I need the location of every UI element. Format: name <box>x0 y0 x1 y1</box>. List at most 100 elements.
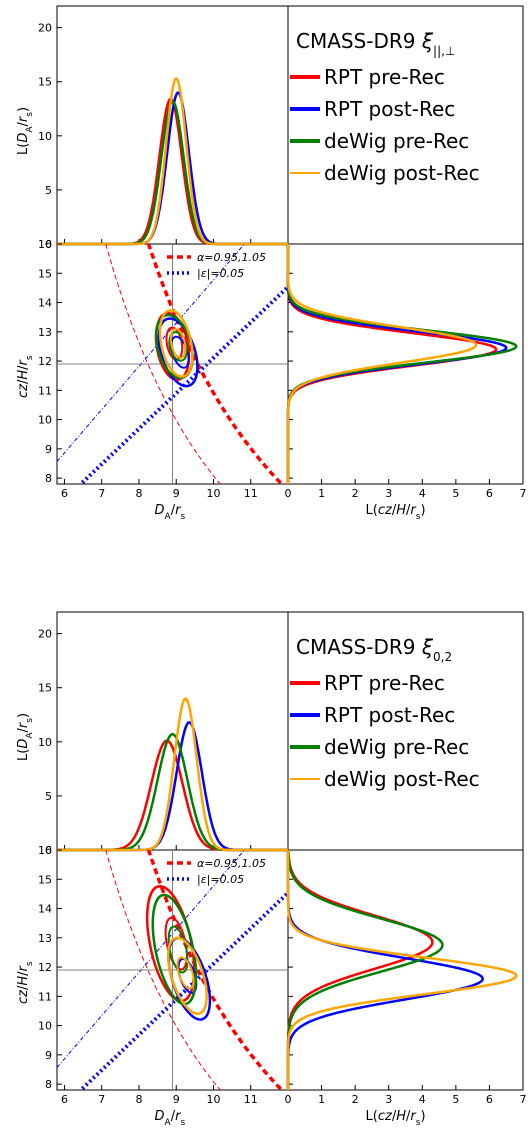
main-ytick-label: 10 <box>38 414 52 427</box>
top-ytick-label: 20 <box>38 22 52 35</box>
right-curve-dewig_pre <box>286 244 518 484</box>
main-xlabel: DA/rs <box>155 503 186 522</box>
top-curve-dewig_pre <box>57 99 288 246</box>
contour-outer-dewig_post <box>166 936 208 1015</box>
main-xlabel: DA/rs <box>155 1109 186 1128</box>
legend-title-subscript: ||,⊥ <box>433 44 455 58</box>
right-xtick-label: 5 <box>452 487 459 500</box>
legend-label-rpt_pre: RPT pre-Rec <box>324 65 445 89</box>
main-ytick-label: 8 <box>45 1078 52 1091</box>
contour-outer-dewig_post <box>158 309 194 378</box>
right-curve-rpt_pre <box>286 849 434 1090</box>
main-ytick-label: 14 <box>38 903 52 916</box>
right-curve-dewig_pre <box>286 849 444 1090</box>
right-xtick-label: 3 <box>385 487 392 500</box>
legend-title-main: CMASS-DR9 <box>296 635 422 659</box>
small-legend-alpha-label: α=0.95,1.05 <box>197 251 266 264</box>
legend-title-subscript: 0,2 <box>433 650 452 664</box>
top-ytick-label: 0 <box>45 238 52 251</box>
top-ytick-label: 5 <box>45 790 52 803</box>
right-curve-dewig_post <box>286 244 478 484</box>
main-ytick-label: 11 <box>38 384 52 397</box>
right-xtick-label: 4 <box>419 1093 426 1106</box>
main-xtick-label: 10 <box>206 487 220 500</box>
epsilon-line-eps-thick <box>77 891 288 1090</box>
main-ylabel: cz/H/rs <box>16 961 35 1004</box>
legend-label-rpt_pre: RPT pre-Rec <box>324 671 445 695</box>
main-xtick-label: 11 <box>244 487 258 500</box>
main-ytick-label: 13 <box>38 326 52 339</box>
main-ytick-label: 8 <box>45 472 52 485</box>
main-xtick-label: 6 <box>61 1093 68 1106</box>
legend-title-symbol: ξ <box>421 635 434 659</box>
contour-inner-dewig_post <box>169 328 187 359</box>
top-ytick-label: 20 <box>38 628 52 641</box>
top-ytick-label: 0 <box>45 844 52 857</box>
small-legend-eps-label: |ε|=0.05 <box>197 873 244 886</box>
legend-label-dewig_pre: deWig pre-Rec <box>324 735 469 759</box>
top-ylabel: L(DA/rs) <box>16 107 35 155</box>
epsilon-line-eps-thick <box>77 285 288 484</box>
right-xtick-label: 5 <box>452 1093 459 1106</box>
legend-panel-frame <box>287 5 524 245</box>
right-xtick-label: 0 <box>285 487 292 500</box>
legend-label-rpt_post: RPT post-Rec <box>324 97 455 121</box>
main-ytick-label: 12 <box>38 961 52 974</box>
right-curve-dewig_post <box>286 850 518 1090</box>
top-curve-rpt_pre <box>57 97 288 246</box>
legend-label-rpt_post: RPT post-Rec <box>324 703 455 727</box>
legend-label-dewig_post: deWig post-Rec <box>324 161 480 185</box>
main-xtick-label: 9 <box>173 1093 180 1106</box>
top-ylabel: L(DA/rs) <box>16 713 35 761</box>
legend-panel-frame <box>287 611 524 851</box>
main-xtick-label: 11 <box>244 1093 258 1106</box>
main-plot-area <box>57 850 288 1090</box>
small-legend-eps-label: |ε|=0.05 <box>197 267 244 280</box>
right-xtick-label: 3 <box>385 1093 392 1106</box>
legend-label-dewig_pre: deWig pre-Rec <box>324 129 469 153</box>
right-xtick-label: 6 <box>486 1093 493 1106</box>
right-xtick-label: 6 <box>486 487 493 500</box>
main-xtick-label: 10 <box>206 1093 220 1106</box>
right-xtick-label: 0 <box>285 1093 292 1106</box>
main-ytick-label: 15 <box>38 267 52 280</box>
right-xtick-label: 4 <box>419 487 426 500</box>
top-curve-dewig_post <box>57 697 288 852</box>
main-xtick-label: 7 <box>98 1093 105 1106</box>
main-plot-area <box>57 244 288 484</box>
contour-outer-dewig_pre <box>151 893 198 1006</box>
main-ytick-label: 9 <box>45 1049 52 1062</box>
legend-title: CMASS-DR9 ξ||,⊥ <box>296 29 455 58</box>
legend-title-main: CMASS-DR9 <box>296 29 422 53</box>
main-xtick-label: 9 <box>173 487 180 500</box>
main-ytick-label: 10 <box>38 1020 52 1033</box>
contour-outer-rpt_post <box>157 317 199 388</box>
top-ytick-label: 15 <box>38 682 52 695</box>
main-xtick-label: 8 <box>135 1093 142 1106</box>
main-ytick-label: 16 <box>38 844 52 857</box>
main-ytick-label: 9 <box>45 443 52 456</box>
top-ytick-label: 10 <box>38 130 52 143</box>
contour-inner-dewig_pre <box>167 925 189 974</box>
right-xlabel: L(cz/H/rs) <box>366 1109 426 1128</box>
top-curve-rpt_post <box>57 91 288 246</box>
right-xtick-label: 2 <box>352 487 359 500</box>
right-xtick-label: 1 <box>318 1093 325 1106</box>
right-xtick-label: 2 <box>352 1093 359 1106</box>
top-ytick-label: 10 <box>38 736 52 749</box>
top-ytick-label: 5 <box>45 184 52 197</box>
main-ytick-label: 15 <box>38 873 52 886</box>
main-xtick-label: 6 <box>61 487 68 500</box>
top-ytick-label: 15 <box>38 76 52 89</box>
legend-title-symbol: ξ <box>421 29 434 53</box>
main-ytick-label: 11 <box>38 990 52 1003</box>
legend-title: CMASS-DR9 ξ0,2 <box>296 635 452 664</box>
top-curve-rpt_post <box>57 721 288 852</box>
small-legend-alpha-label: α=0.95,1.05 <box>197 857 266 870</box>
main-ytick-label: 16 <box>38 238 52 251</box>
main-xtick-label: 7 <box>98 487 105 500</box>
main-ylabel: cz/H/rs <box>16 355 35 398</box>
